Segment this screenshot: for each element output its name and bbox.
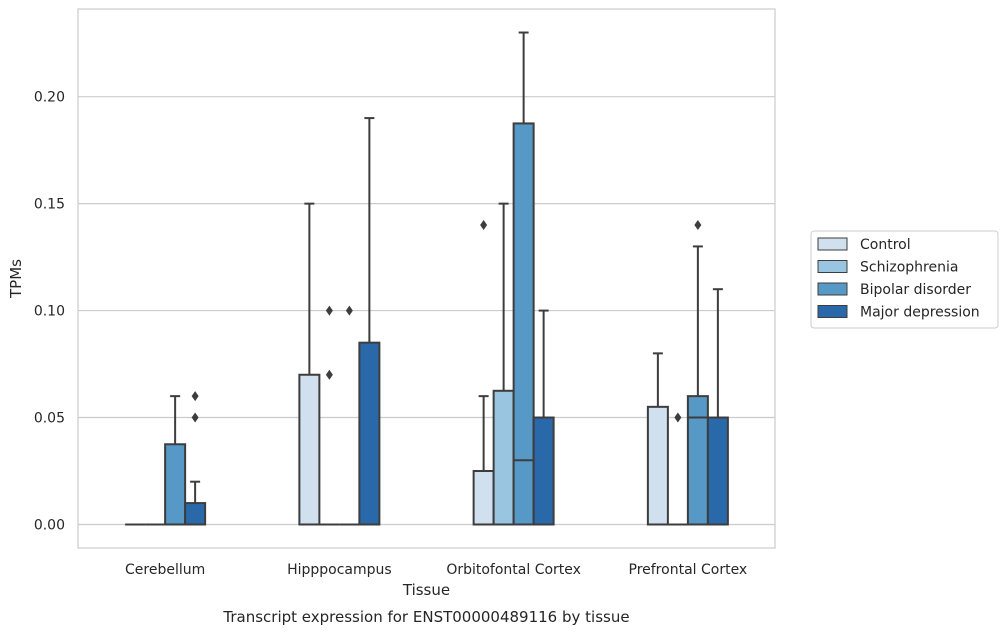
chart-caption: Transcript expression for ENST0000048911…	[222, 608, 629, 626]
box-rect	[532, 416, 555, 526]
legend-label: Control	[860, 237, 911, 253]
box-rect	[512, 122, 535, 526]
y-tick-label: 0.05	[34, 411, 65, 427]
box-rect	[686, 395, 709, 526]
box-0-2	[164, 395, 187, 526]
box-1-3	[358, 117, 381, 526]
box-1-2	[339, 305, 360, 526]
legend-swatch	[817, 305, 848, 318]
legend-label: Schizophrenia	[860, 260, 958, 276]
legend-box	[810, 230, 999, 329]
outlier-point	[325, 305, 333, 316]
y-tick-label: 0.00	[34, 517, 65, 533]
box-3-3	[706, 288, 729, 526]
y-tick-label: 0.10	[34, 304, 65, 320]
chart-marks	[125, 31, 729, 526]
outlier-point	[694, 220, 702, 231]
y-axis-label: TPMs	[7, 259, 25, 299]
y-axis-ticks: 0.00 0.05 0.10 0.15 0.20	[34, 90, 65, 534]
legend-label: Bipolar disorder	[860, 282, 971, 298]
outlier-point	[674, 412, 682, 423]
box-3-0	[646, 352, 669, 526]
box-3-1	[667, 412, 688, 526]
box-2-2	[512, 31, 535, 526]
outlier-point	[345, 305, 353, 316]
box-3-2	[686, 220, 709, 526]
outlier-point	[480, 220, 488, 231]
y-tick-label: 0.15	[34, 197, 65, 213]
x-axis-label: Tissue	[402, 581, 450, 599]
box-2-3	[532, 309, 555, 526]
x-tick-label: Cerebellum	[125, 562, 205, 578]
box-1-1	[319, 305, 340, 526]
legend-label: Major depression	[860, 305, 980, 321]
box-rect	[358, 341, 381, 526]
box-1-0	[298, 202, 321, 526]
box-0-3	[184, 391, 207, 526]
box-2-0	[472, 220, 495, 526]
legend: Control Schizophrenia Bipolar disorder Majo…	[810, 230, 999, 329]
plot-frame	[77, 8, 776, 549]
y-tick-label: 0.20	[34, 90, 65, 106]
outlier-point	[191, 391, 199, 402]
x-tick-label: Hipppocampus	[287, 562, 392, 578]
box-rect	[706, 416, 729, 526]
box-2-1	[492, 202, 515, 526]
x-tick-label: Prefrontal Cortex	[629, 562, 748, 578]
box-rect	[298, 373, 321, 526]
box-rect	[646, 405, 669, 526]
x-tick-label: Orbitofontal Cortex	[446, 562, 581, 578]
box-rect	[164, 443, 187, 526]
legend-swatch	[817, 282, 848, 296]
box-rect	[184, 502, 207, 526]
legend-swatch	[817, 237, 848, 251]
box-rect	[492, 389, 515, 526]
x-axis-ticks: Cerebellum Hipppocampus Orbitofontal Corte…	[125, 562, 747, 578]
outlier-point	[325, 369, 333, 380]
legend-swatch	[817, 260, 848, 273]
box-rect	[472, 470, 495, 526]
outlier-point	[191, 412, 199, 423]
